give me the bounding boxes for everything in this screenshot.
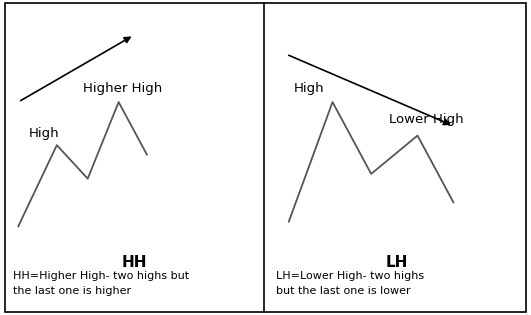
Text: LH: LH (386, 255, 408, 270)
Text: Lower High: Lower High (389, 113, 464, 126)
Text: Higher High: Higher High (82, 82, 162, 95)
Text: LH=Lower High- two highs
but the last one is lower: LH=Lower High- two highs but the last on… (276, 271, 424, 296)
Text: High: High (294, 82, 324, 95)
Text: HH: HH (121, 255, 147, 270)
Text: HH=Higher High- two highs but
the last one is higher: HH=Higher High- two highs but the last o… (13, 271, 189, 296)
Text: High: High (29, 127, 59, 140)
